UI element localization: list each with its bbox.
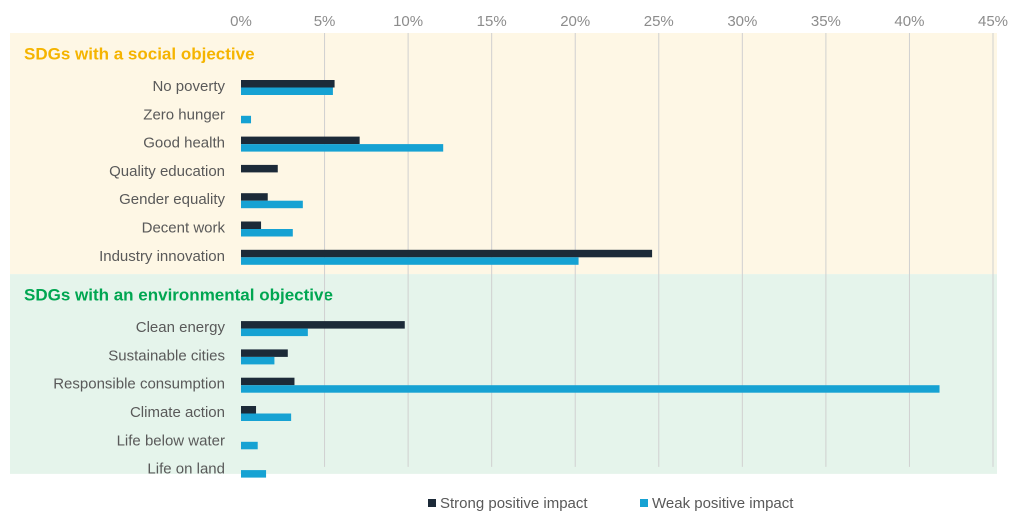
legend-swatch bbox=[640, 499, 648, 507]
bar bbox=[241, 413, 292, 421]
group-panel bbox=[10, 274, 997, 474]
legend-swatch bbox=[428, 499, 436, 507]
bar bbox=[241, 385, 940, 393]
bar bbox=[241, 115, 252, 124]
bar bbox=[241, 349, 288, 357]
group-heading: SDGs with an environmental objective bbox=[24, 286, 333, 305]
x-tick-label: 30% bbox=[727, 13, 757, 30]
group-panel bbox=[10, 33, 997, 275]
category-label: Decent work bbox=[142, 219, 226, 236]
x-tick-label: 45% bbox=[978, 13, 1008, 30]
category-label: Zero hunger bbox=[143, 106, 225, 123]
x-tick-label: 5% bbox=[314, 13, 336, 30]
x-tick-label: 10% bbox=[393, 13, 423, 30]
bar bbox=[241, 470, 267, 478]
bar bbox=[241, 229, 293, 237]
legend-label: Weak positive impact bbox=[652, 495, 794, 512]
category-label: Gender equality bbox=[119, 191, 225, 208]
bar bbox=[241, 193, 268, 201]
bar bbox=[241, 441, 258, 450]
bar bbox=[241, 406, 257, 414]
category-label: Quality education bbox=[109, 163, 225, 180]
bar bbox=[241, 377, 295, 386]
bar bbox=[241, 200, 303, 209]
x-tick-label: 25% bbox=[644, 13, 674, 30]
category-label: Clean energy bbox=[136, 319, 226, 336]
bar bbox=[241, 80, 335, 88]
category-label: Industry innovation bbox=[99, 248, 225, 265]
bar bbox=[241, 144, 444, 152]
x-tick-label: 20% bbox=[560, 13, 590, 30]
bar bbox=[241, 257, 579, 265]
x-tick-label: 35% bbox=[811, 13, 841, 30]
category-label: Sustainable cities bbox=[108, 347, 225, 364]
bar bbox=[241, 249, 653, 258]
category-label: Good health bbox=[143, 135, 225, 152]
category-label: Climate action bbox=[130, 404, 225, 421]
bar bbox=[241, 356, 275, 365]
bar bbox=[241, 87, 333, 95]
legend-label: Strong positive impact bbox=[440, 495, 588, 512]
group-heading: SDGs with a social objective bbox=[24, 44, 255, 63]
bar bbox=[241, 328, 308, 337]
category-label: Life on land bbox=[147, 461, 225, 478]
x-tick-label: 15% bbox=[477, 13, 507, 30]
bar bbox=[241, 321, 405, 329]
x-tick-label: 0% bbox=[230, 13, 252, 30]
bar bbox=[241, 164, 278, 173]
x-tick-label: 40% bbox=[894, 13, 924, 30]
category-label: Responsible consumption bbox=[53, 376, 225, 393]
category-label: Life below water bbox=[117, 432, 225, 449]
bar bbox=[241, 136, 360, 145]
category-label: No poverty bbox=[152, 78, 225, 95]
bar bbox=[241, 221, 262, 229]
